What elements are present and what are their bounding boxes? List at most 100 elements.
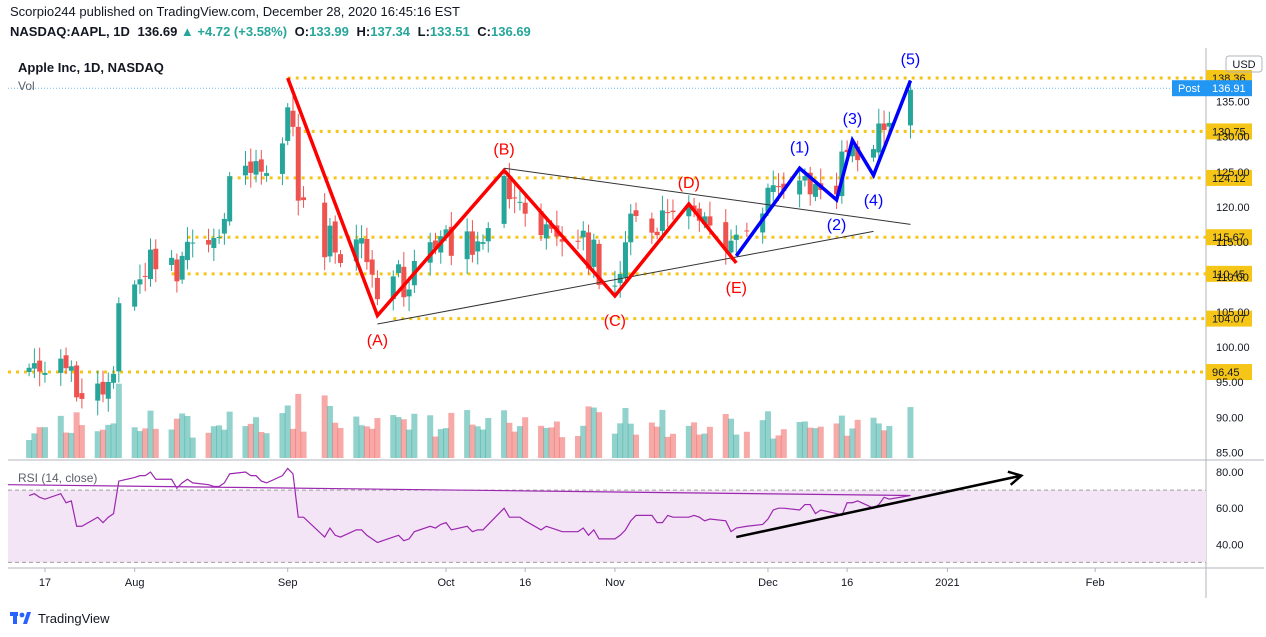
volume-bar — [664, 436, 671, 458]
high-label: H: — [356, 24, 371, 39]
volume-bar — [295, 393, 302, 458]
candle-body — [327, 225, 333, 257]
price-tick-label: 105.00 — [1216, 307, 1250, 319]
drawings: (A) (B) (C) (D) (E) (1) (2) (3) (4) (5) — [286, 52, 920, 350]
candle-body — [359, 238, 365, 244]
time-tick-label: Feb — [1086, 577, 1105, 589]
volume-bar — [226, 411, 233, 458]
candle-body — [728, 240, 734, 253]
volume-bar — [321, 395, 328, 458]
level-label: 96.45 — [1212, 367, 1240, 379]
price-tick-label: 90.00 — [1216, 412, 1244, 424]
wave-label: (1) — [790, 139, 810, 156]
volume-bar — [838, 415, 845, 458]
candle-body — [580, 230, 586, 238]
volume-bar — [279, 413, 286, 458]
price-tick-label: 130.00 — [1216, 132, 1250, 144]
candle-body — [100, 381, 106, 395]
volume-bar — [448, 412, 455, 458]
volume-bar — [284, 405, 291, 458]
wave-label: (B) — [493, 141, 514, 158]
price-tick-label: 135.00 — [1216, 97, 1250, 109]
volume-bar — [221, 429, 228, 458]
volume-bar — [691, 422, 698, 458]
candle-body — [79, 393, 85, 399]
volume-bar — [611, 433, 618, 458]
candle-body — [31, 363, 37, 369]
candle-body — [707, 216, 713, 226]
rsi-tick-label: 40.00 — [1216, 539, 1244, 551]
volume-bar — [775, 435, 782, 458]
post-value-box — [1206, 80, 1252, 97]
volume-bar — [696, 434, 703, 458]
level-label: 130.75 — [1212, 126, 1246, 138]
candle-body — [142, 275, 148, 277]
candle-body — [575, 240, 581, 242]
volume-bar — [701, 433, 708, 458]
volume-bar — [369, 428, 376, 458]
time-tick-label: Dec — [758, 577, 778, 589]
candle-body — [26, 367, 32, 372]
time-tick-label: Nov — [605, 577, 625, 589]
level-label-box — [1206, 364, 1252, 381]
volume-bar — [733, 434, 740, 458]
candle-body — [432, 240, 438, 249]
candle-body — [686, 204, 692, 217]
volume-bar — [78, 425, 85, 458]
candle-body — [116, 303, 122, 372]
volume-bar — [395, 417, 402, 458]
volume-bar — [780, 429, 787, 458]
candle-body — [95, 383, 101, 401]
symbol-label: NASDAQ:AAPL, 1D — [10, 24, 130, 39]
volume-bar — [73, 412, 80, 458]
volume-bar — [833, 423, 840, 458]
volume-bar — [844, 435, 851, 458]
volume-bar — [258, 431, 265, 458]
candle-body — [63, 355, 69, 369]
candle-body — [760, 213, 766, 233]
candle-body — [406, 289, 412, 297]
candle-body — [332, 221, 338, 253]
close-value: 136.69 — [491, 24, 531, 39]
candle-body — [111, 373, 117, 383]
volume-bar — [253, 417, 260, 458]
candle-body — [654, 231, 660, 236]
candle-body — [622, 242, 628, 278]
volume-bar — [538, 425, 545, 458]
volume-bar — [764, 411, 771, 458]
chart-title: Apple Inc, 1D, NASDAQ — [18, 60, 164, 75]
candle-body — [153, 248, 159, 270]
candle-body — [744, 230, 750, 232]
volume-bar — [796, 422, 803, 458]
arrow-head-icon — [1007, 470, 1024, 486]
currency-label: USD — [1232, 59, 1255, 71]
volume-bar — [817, 426, 824, 458]
volume-bar — [479, 429, 486, 458]
volume-bar — [216, 425, 223, 458]
candle-body — [628, 213, 634, 243]
rsi-pane: 40.00 60.00 80.00 — [7, 467, 1244, 563]
volume-bar — [522, 417, 529, 458]
volume-bar — [427, 415, 434, 458]
candle-body — [206, 240, 212, 245]
candle-body — [253, 161, 259, 175]
price-tick-label: 125.00 — [1216, 167, 1250, 179]
chart-frame[interactable]: 138.36 130.75 124.12 115.67 110.45 104.07 96.4… — [7, 48, 1264, 598]
volume-bar — [728, 418, 735, 458]
candle-body — [834, 185, 840, 195]
price-chart[interactable]: 138.36130.75124.12115.67110.45104.0796.4… — [7, 48, 1264, 598]
candle-body — [248, 161, 254, 173]
candle-body — [190, 242, 196, 244]
candle-body — [279, 143, 285, 174]
post-value: 136.91 — [1212, 83, 1246, 95]
candle-body — [290, 110, 296, 127]
candle-body — [285, 107, 291, 141]
volume-bar — [559, 437, 566, 458]
candle-body — [147, 249, 153, 280]
volume-bars — [26, 383, 914, 458]
candle-body — [871, 149, 877, 158]
time-tick-label: 17 — [39, 577, 51, 589]
time-tick-label: 2021 — [935, 577, 959, 589]
volume-bar — [770, 438, 777, 458]
volume-bar — [168, 429, 175, 458]
